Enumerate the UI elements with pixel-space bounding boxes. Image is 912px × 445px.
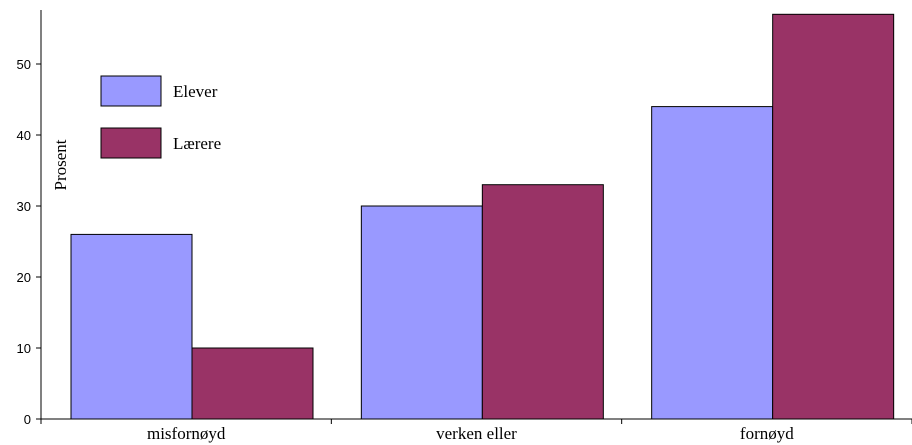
x-category-label: fornøyd — [740, 424, 794, 443]
bars-group — [70, 13, 895, 420]
y-tick-label: 20 — [17, 270, 31, 285]
legend-label: Elever — [173, 82, 218, 101]
bar-lærere-2 — [772, 13, 895, 420]
y-tick-label: 30 — [17, 199, 31, 214]
legend: Elever Lærere — [100, 75, 221, 159]
y-tick-label: 10 — [17, 341, 31, 356]
legend-swatch-elever — [100, 75, 162, 107]
y-ticks-group: 0 10 20 30 40 50 — [17, 57, 41, 427]
bar-elever-1 — [360, 205, 483, 420]
legend-swatch-lærere — [100, 127, 162, 159]
x-category-label: misfornøyd — [147, 424, 226, 443]
y-axis-title: Prosent — [51, 139, 70, 190]
x-category-label: verken eller — [436, 424, 517, 443]
legend-label: Lærere — [173, 134, 221, 153]
y-tick-label: 0 — [24, 412, 31, 427]
x-ticks-group: misfornøyd verken eller fornøyd — [40, 419, 912, 443]
y-tick-label: 40 — [17, 128, 31, 143]
bar-lærere-0 — [191, 347, 314, 420]
bar-elever-0 — [70, 233, 193, 420]
bar-lærere-1 — [481, 184, 604, 420]
y-tick-label: 50 — [17, 57, 31, 72]
bar-elever-2 — [651, 106, 774, 420]
